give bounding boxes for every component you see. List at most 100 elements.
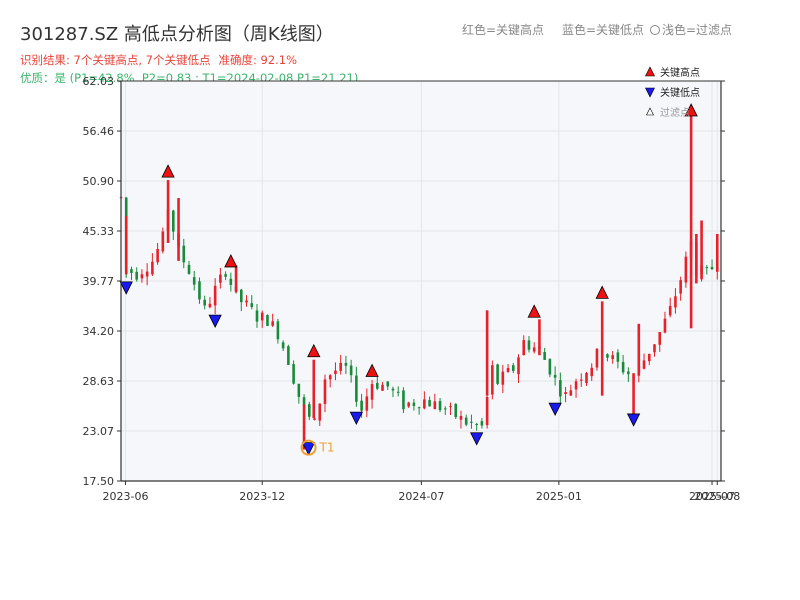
key-high-marker	[684, 103, 698, 117]
candle-body	[606, 354, 609, 358]
candle-body	[595, 348, 599, 368]
y-tick-label: 56.46	[83, 125, 115, 138]
legend-blue-low: 蓝色=关键低点	[562, 23, 645, 37]
candle-body	[187, 264, 191, 274]
candle-body	[229, 278, 233, 285]
legend-low-icon	[645, 87, 655, 98]
legend-filtered-label: 浅色=过滤点	[662, 23, 733, 37]
y-tick-label: 23.07	[83, 425, 115, 438]
key-low-marker	[301, 442, 316, 456]
candle-body	[423, 399, 426, 409]
candle-body	[642, 360, 646, 369]
candle-body-large	[600, 301, 604, 396]
candle-body	[412, 402, 416, 406]
candle-body	[391, 388, 395, 391]
candle-body	[438, 401, 442, 411]
candle-body	[192, 277, 196, 285]
result-line: 识别结果: 7个关键高点, 7个关键低点 准确度: 92.1%	[20, 52, 297, 68]
candle-body	[480, 421, 484, 426]
candle-body	[276, 321, 280, 340]
key-low-marker	[470, 432, 484, 446]
candle-body	[569, 390, 573, 396]
y-tick-label: 39.77	[83, 275, 115, 288]
candle-body	[182, 245, 186, 263]
candle-body	[627, 371, 630, 375]
candle-body	[506, 367, 510, 372]
candle-body	[668, 306, 672, 316]
candle-body	[611, 355, 614, 360]
candle-body	[355, 375, 358, 402]
y-tick-label: 34.20	[83, 325, 115, 338]
candle-body	[323, 379, 327, 405]
candle-body	[219, 274, 222, 283]
candle-body	[511, 365, 515, 371]
t1-circle	[300, 439, 317, 456]
legend-label: 关键高点	[660, 66, 700, 79]
candle-body	[334, 370, 337, 375]
y-tick-label: 50.90	[83, 175, 115, 188]
key-high-marker	[527, 304, 541, 318]
candle-body	[443, 408, 447, 410]
key-low-marker	[548, 402, 562, 417]
candle-body	[428, 400, 431, 407]
candle-body-large	[312, 359, 316, 419]
candle-body	[485, 396, 489, 426]
candle-body	[266, 315, 269, 326]
candle-body	[658, 332, 662, 345]
candle-body	[360, 400, 363, 411]
candle-body-large	[177, 198, 180, 261]
candle-body	[130, 269, 133, 273]
key-high-marker	[161, 164, 175, 178]
candle-body	[464, 417, 468, 425]
candle-body	[559, 380, 562, 397]
candle-body	[679, 280, 682, 294]
candle-body	[616, 352, 620, 362]
candle-body	[684, 256, 688, 283]
pivot-markers: T1	[119, 103, 698, 456]
t1-label: T1	[319, 441, 335, 455]
legend-high-icon	[645, 66, 655, 77]
key-low-marker	[349, 411, 364, 426]
candle-body	[140, 274, 144, 279]
candle-body	[203, 299, 206, 306]
candle-body	[579, 379, 583, 381]
candle-body	[156, 248, 159, 263]
candle-body	[449, 406, 452, 408]
candle-body	[307, 404, 311, 417]
candle-body	[590, 367, 594, 377]
candle-body	[491, 365, 494, 395]
candle-body	[553, 374, 557, 378]
candle-body	[318, 403, 322, 421]
key-low-marker	[208, 314, 222, 329]
candle-body-large	[538, 319, 541, 356]
candle-body	[375, 382, 379, 389]
candle-body	[402, 390, 405, 410]
hollow-circle-icon	[650, 25, 660, 35]
candle-body	[407, 402, 410, 407]
candle-body	[496, 364, 499, 384]
y-tick-label: 28.63	[83, 375, 115, 388]
key-low-marker	[119, 281, 133, 295]
legend-red-high: 红色=关键高点	[462, 23, 545, 37]
candle-body-large	[700, 220, 703, 275]
candle-body-large	[124, 216, 128, 275]
candle-body	[663, 318, 667, 333]
x-tick-label: 2025-07	[689, 490, 735, 503]
candle-body-large	[715, 233, 719, 270]
candle-body	[381, 384, 384, 391]
candle-body	[313, 418, 316, 420]
candle-body	[522, 340, 526, 356]
candle-body	[344, 362, 348, 366]
candle-body-large	[689, 112, 693, 329]
candle-body	[349, 365, 353, 376]
candle-body	[653, 344, 656, 353]
candle-body-large	[234, 265, 238, 293]
x-tick-label: 2025-08	[694, 490, 740, 503]
candles	[119, 112, 719, 450]
x-tick-label: 2024-07	[398, 490, 444, 503]
candle-body	[224, 274, 227, 277]
candle-body	[417, 407, 421, 409]
candle-body-large	[695, 233, 698, 284]
x-tick-label: 2023-12	[239, 490, 285, 503]
candle-body	[151, 261, 154, 275]
